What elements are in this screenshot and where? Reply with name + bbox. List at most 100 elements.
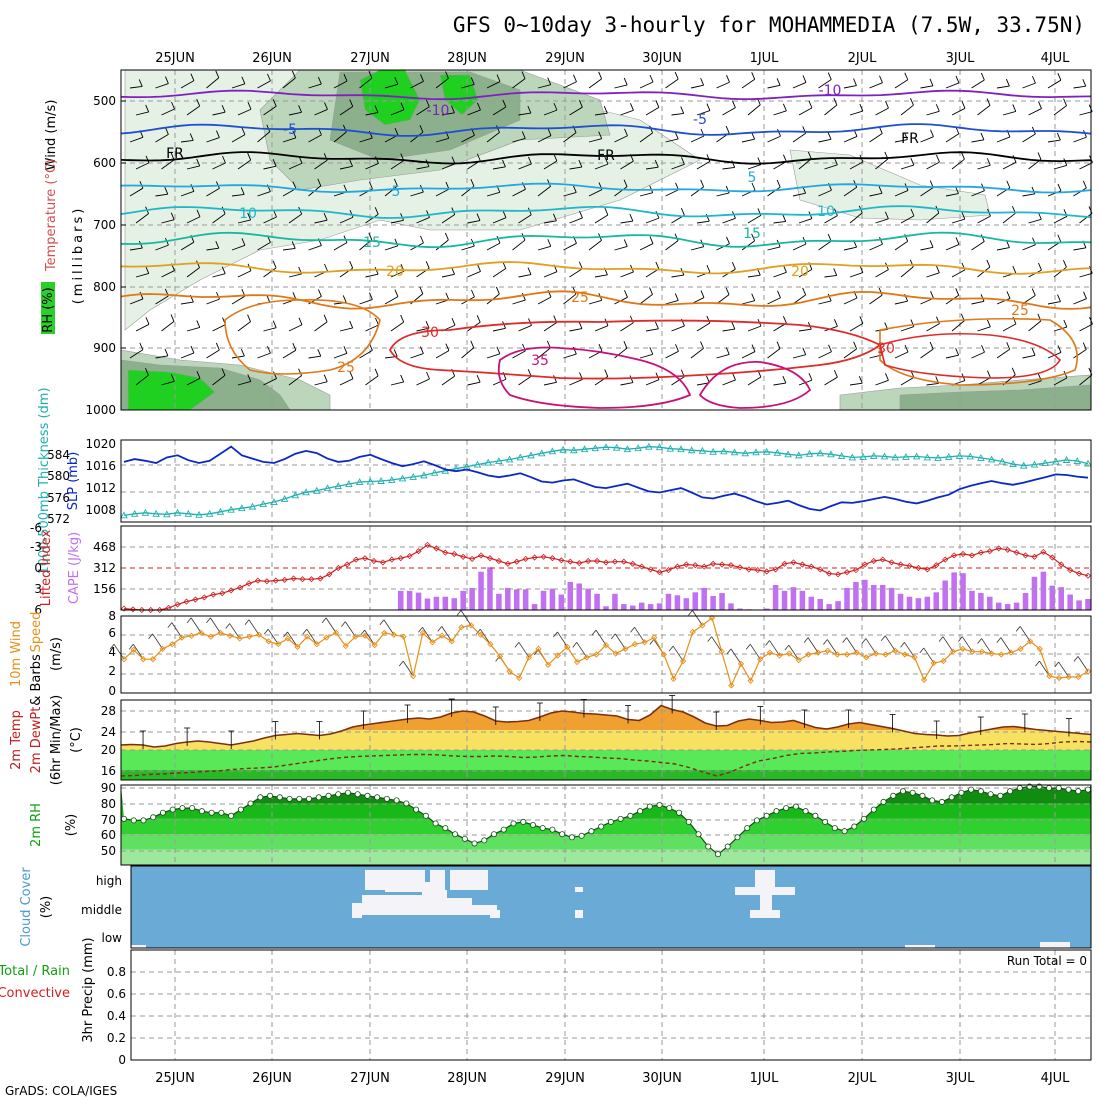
wind-barb bbox=[467, 220, 481, 224]
wind-barb bbox=[390, 321, 404, 332]
li-mark bbox=[959, 550, 967, 558]
wind-speed-mark bbox=[554, 652, 561, 659]
wind-speed-mark bbox=[361, 632, 369, 639]
wind-speed-mark bbox=[940, 657, 947, 665]
surface-wind-barb-flag bbox=[707, 636, 712, 642]
cloud-cover-block bbox=[352, 903, 362, 918]
wind-barb bbox=[416, 106, 430, 116]
wind-barb-flag bbox=[553, 375, 557, 383]
cape-bar bbox=[647, 604, 654, 610]
wind-barb-flag bbox=[196, 260, 200, 268]
wind-barb-flag bbox=[426, 371, 430, 380]
wind-barb bbox=[894, 300, 908, 305]
wind-speed-mark bbox=[381, 629, 388, 637]
wind-speed-mark bbox=[670, 675, 677, 683]
wind-barb bbox=[843, 85, 857, 89]
wind-barb bbox=[206, 298, 220, 305]
thickness-mark bbox=[141, 508, 150, 516]
surface-wind-barb bbox=[479, 628, 491, 645]
rh-tick: 70 bbox=[101, 813, 116, 827]
wind-barb-flag bbox=[1006, 180, 1011, 188]
cloud-cover-block bbox=[447, 898, 472, 915]
wind-barb bbox=[308, 245, 322, 251]
rh-point bbox=[753, 817, 760, 824]
wind-barb bbox=[461, 134, 475, 143]
wind-barb-flag bbox=[349, 260, 354, 269]
wind-barb-flag bbox=[808, 100, 813, 109]
wind-barb bbox=[798, 107, 813, 116]
wind-barb bbox=[486, 81, 501, 89]
thickness-mark bbox=[120, 511, 128, 519]
wind-barb bbox=[722, 107, 736, 116]
surface-wind-barb bbox=[1000, 637, 1012, 653]
thickness-mark bbox=[559, 445, 567, 453]
wind-barb bbox=[537, 135, 552, 143]
precip-ylabel-2: Convective bbox=[0, 986, 70, 1001]
cape-bar bbox=[1058, 587, 1064, 610]
contour-label: 10 bbox=[239, 206, 257, 222]
li-mark bbox=[995, 545, 1002, 552]
wind-barb-flag bbox=[981, 345, 985, 353]
surface-wind-barb bbox=[152, 633, 163, 650]
rh-point bbox=[822, 818, 829, 825]
thickness-mark bbox=[698, 446, 707, 454]
li-mark bbox=[835, 571, 842, 578]
rh-point bbox=[763, 812, 770, 819]
wind-barb bbox=[920, 187, 934, 197]
wind-barb-flag bbox=[247, 314, 251, 322]
wind-barb bbox=[900, 104, 914, 116]
wind-barb bbox=[741, 78, 755, 89]
li-mark bbox=[647, 566, 654, 573]
slp-tick: 1012 bbox=[85, 481, 116, 495]
wind-barb-flag bbox=[368, 232, 373, 240]
wind-barb bbox=[206, 247, 219, 251]
cloud-ylabel-2: (%) bbox=[39, 896, 54, 919]
li-mark bbox=[861, 561, 868, 568]
wind-barb bbox=[537, 296, 552, 305]
cape-bar bbox=[871, 584, 877, 610]
rh-point bbox=[880, 798, 887, 805]
wind-barb bbox=[690, 246, 704, 251]
wind-barb-flag bbox=[623, 239, 628, 247]
thickness-mark bbox=[259, 500, 268, 508]
temp-tick: 16 bbox=[101, 764, 116, 778]
wind-barb bbox=[180, 80, 195, 89]
rh-point bbox=[189, 805, 196, 812]
li-mark bbox=[433, 545, 440, 552]
wind-barb-flag bbox=[751, 293, 756, 301]
wind-barb bbox=[977, 105, 991, 116]
surface-wind-barb-flag bbox=[880, 635, 886, 641]
cape-bar bbox=[1085, 598, 1091, 610]
wind-barb bbox=[569, 106, 583, 116]
wind-barb-flag bbox=[241, 76, 246, 84]
upper-air-panel: -10 -10 -5 -5 FR FR FR 5 5 10 10 15 15 20 20 25 25 25 30 30… bbox=[85, 69, 1093, 417]
wind-barb-flag bbox=[374, 368, 379, 377]
wind-barb-flag bbox=[910, 157, 915, 166]
wind-barb-flag bbox=[400, 314, 405, 323]
wind-barb-flag bbox=[1082, 180, 1087, 189]
wind-barb bbox=[365, 375, 379, 386]
wind-speed-mark bbox=[1055, 674, 1063, 682]
wind-barb-flag bbox=[987, 370, 991, 378]
rh-point bbox=[442, 825, 449, 832]
wind-barb-flag bbox=[342, 295, 347, 303]
cape-bar bbox=[415, 592, 422, 610]
wind-barb bbox=[563, 353, 577, 359]
li-mark bbox=[879, 556, 886, 563]
wind-barb bbox=[747, 104, 761, 116]
wind-barb-flag bbox=[470, 77, 475, 85]
wind-barb-flag bbox=[655, 210, 660, 219]
li-mark bbox=[513, 558, 520, 565]
rh-point bbox=[383, 795, 390, 802]
surface-wind-barb-flag bbox=[302, 628, 308, 635]
wind-barb-flag bbox=[680, 106, 685, 114]
wind-barb bbox=[212, 324, 226, 332]
wind-speed-mark bbox=[120, 656, 128, 663]
wind-speed-mark bbox=[805, 651, 812, 658]
surface-wind-barb bbox=[769, 640, 780, 656]
wind-barb-flag bbox=[374, 266, 379, 275]
wind-ylabel-3: & Barbs bbox=[29, 654, 44, 706]
rh-point bbox=[228, 812, 235, 819]
wind-barb bbox=[951, 218, 965, 224]
